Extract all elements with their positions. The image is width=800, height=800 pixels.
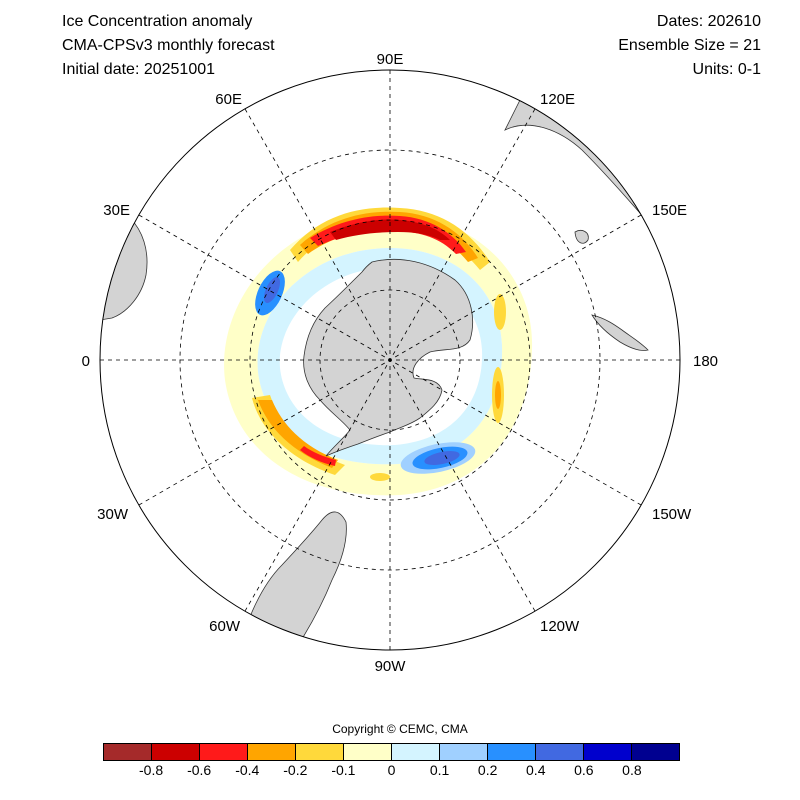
colorbar-swatch	[296, 744, 344, 760]
colorbar-swatch	[200, 744, 248, 760]
lon-label-180: 180	[693, 353, 718, 370]
colorbar-swatch	[536, 744, 584, 760]
south-america	[239, 511, 347, 650]
lon-label-30w: 30W	[97, 506, 129, 523]
colorbar-swatch	[584, 744, 632, 760]
colorbar-tick-label: -0.2	[283, 762, 308, 778]
lon-label-0: 0	[82, 353, 90, 370]
colorbar-tick-label: -0.6	[187, 762, 212, 778]
colorbar-swatch	[344, 744, 392, 760]
colorbar-swatch	[104, 744, 152, 760]
map-boundary	[99, 69, 681, 651]
ensemble-size: Ensemble Size = 21	[618, 37, 761, 54]
colorbar	[103, 743, 680, 761]
colorbar-swatch	[488, 744, 536, 760]
antarctica	[303, 258, 473, 457]
lon-label-60e: 60E	[215, 91, 242, 108]
colorbar-tick-label: 0.8	[622, 762, 642, 778]
forecast-dates: Dates: 202610	[656, 13, 761, 30]
copyright-notice: Copyright © CEMC, CMA	[332, 722, 468, 736]
colorbar-swatch	[152, 744, 200, 760]
model-name: CMA-CPSv3 monthly forecast	[62, 37, 275, 54]
lon-label-150e: 150E	[652, 202, 687, 219]
longitude-labels: 90E 120E 150E 180 150W 120W 90W 60W 30W …	[82, 51, 718, 675]
colorbar-tick-label: 0.2	[477, 762, 498, 778]
lon-label-120e: 120E	[540, 91, 575, 108]
colorbar-tick-label: -0.1	[331, 762, 356, 778]
colorbar-tick-label: 0	[387, 762, 396, 778]
lon-label-150w: 150W	[652, 506, 692, 523]
lon-label-90w: 90W	[375, 658, 407, 675]
map-title: Ice Concentration anomaly	[62, 13, 253, 30]
colorbar-tick-label: 0.6	[574, 762, 594, 778]
colorbar-swatch	[248, 744, 296, 760]
lon-label-120w: 120W	[540, 618, 580, 635]
new-zealand	[591, 314, 649, 351]
tasmania	[574, 230, 589, 244]
colorbar-swatch	[632, 744, 679, 760]
lon-label-30e: 30E	[103, 202, 130, 219]
colorbar-swatch	[392, 744, 440, 760]
header-right: Dates: 202610 Ensemble Size = 21 Units: …	[618, 10, 761, 82]
colorbar-tick-label: -0.8	[139, 762, 164, 778]
header-left: Ice Concentration anomaly CMA-CPSv3 mont…	[62, 10, 275, 82]
colorbar-tick-label: 0.4	[526, 762, 546, 778]
ice-anomaly-field	[224, 207, 533, 496]
lon-label-90e: 90E	[377, 51, 404, 68]
colorbar-tick-label: 0.1	[429, 762, 450, 778]
graticule	[100, 70, 680, 650]
initial-date: Initial date: 20251001	[62, 61, 216, 78]
units-label: Units: 0-1	[692, 61, 761, 78]
lon-label-60w: 60W	[209, 618, 241, 635]
colorbar-tick-label: -0.4	[235, 762, 260, 778]
colorbar-ticks: -0.8 -0.6 -0.4 -0.2 -0.1 0 0.1 0.2 0.4 0.6 0.8	[0, 762, 800, 782]
colorbar-swatch	[440, 744, 488, 760]
